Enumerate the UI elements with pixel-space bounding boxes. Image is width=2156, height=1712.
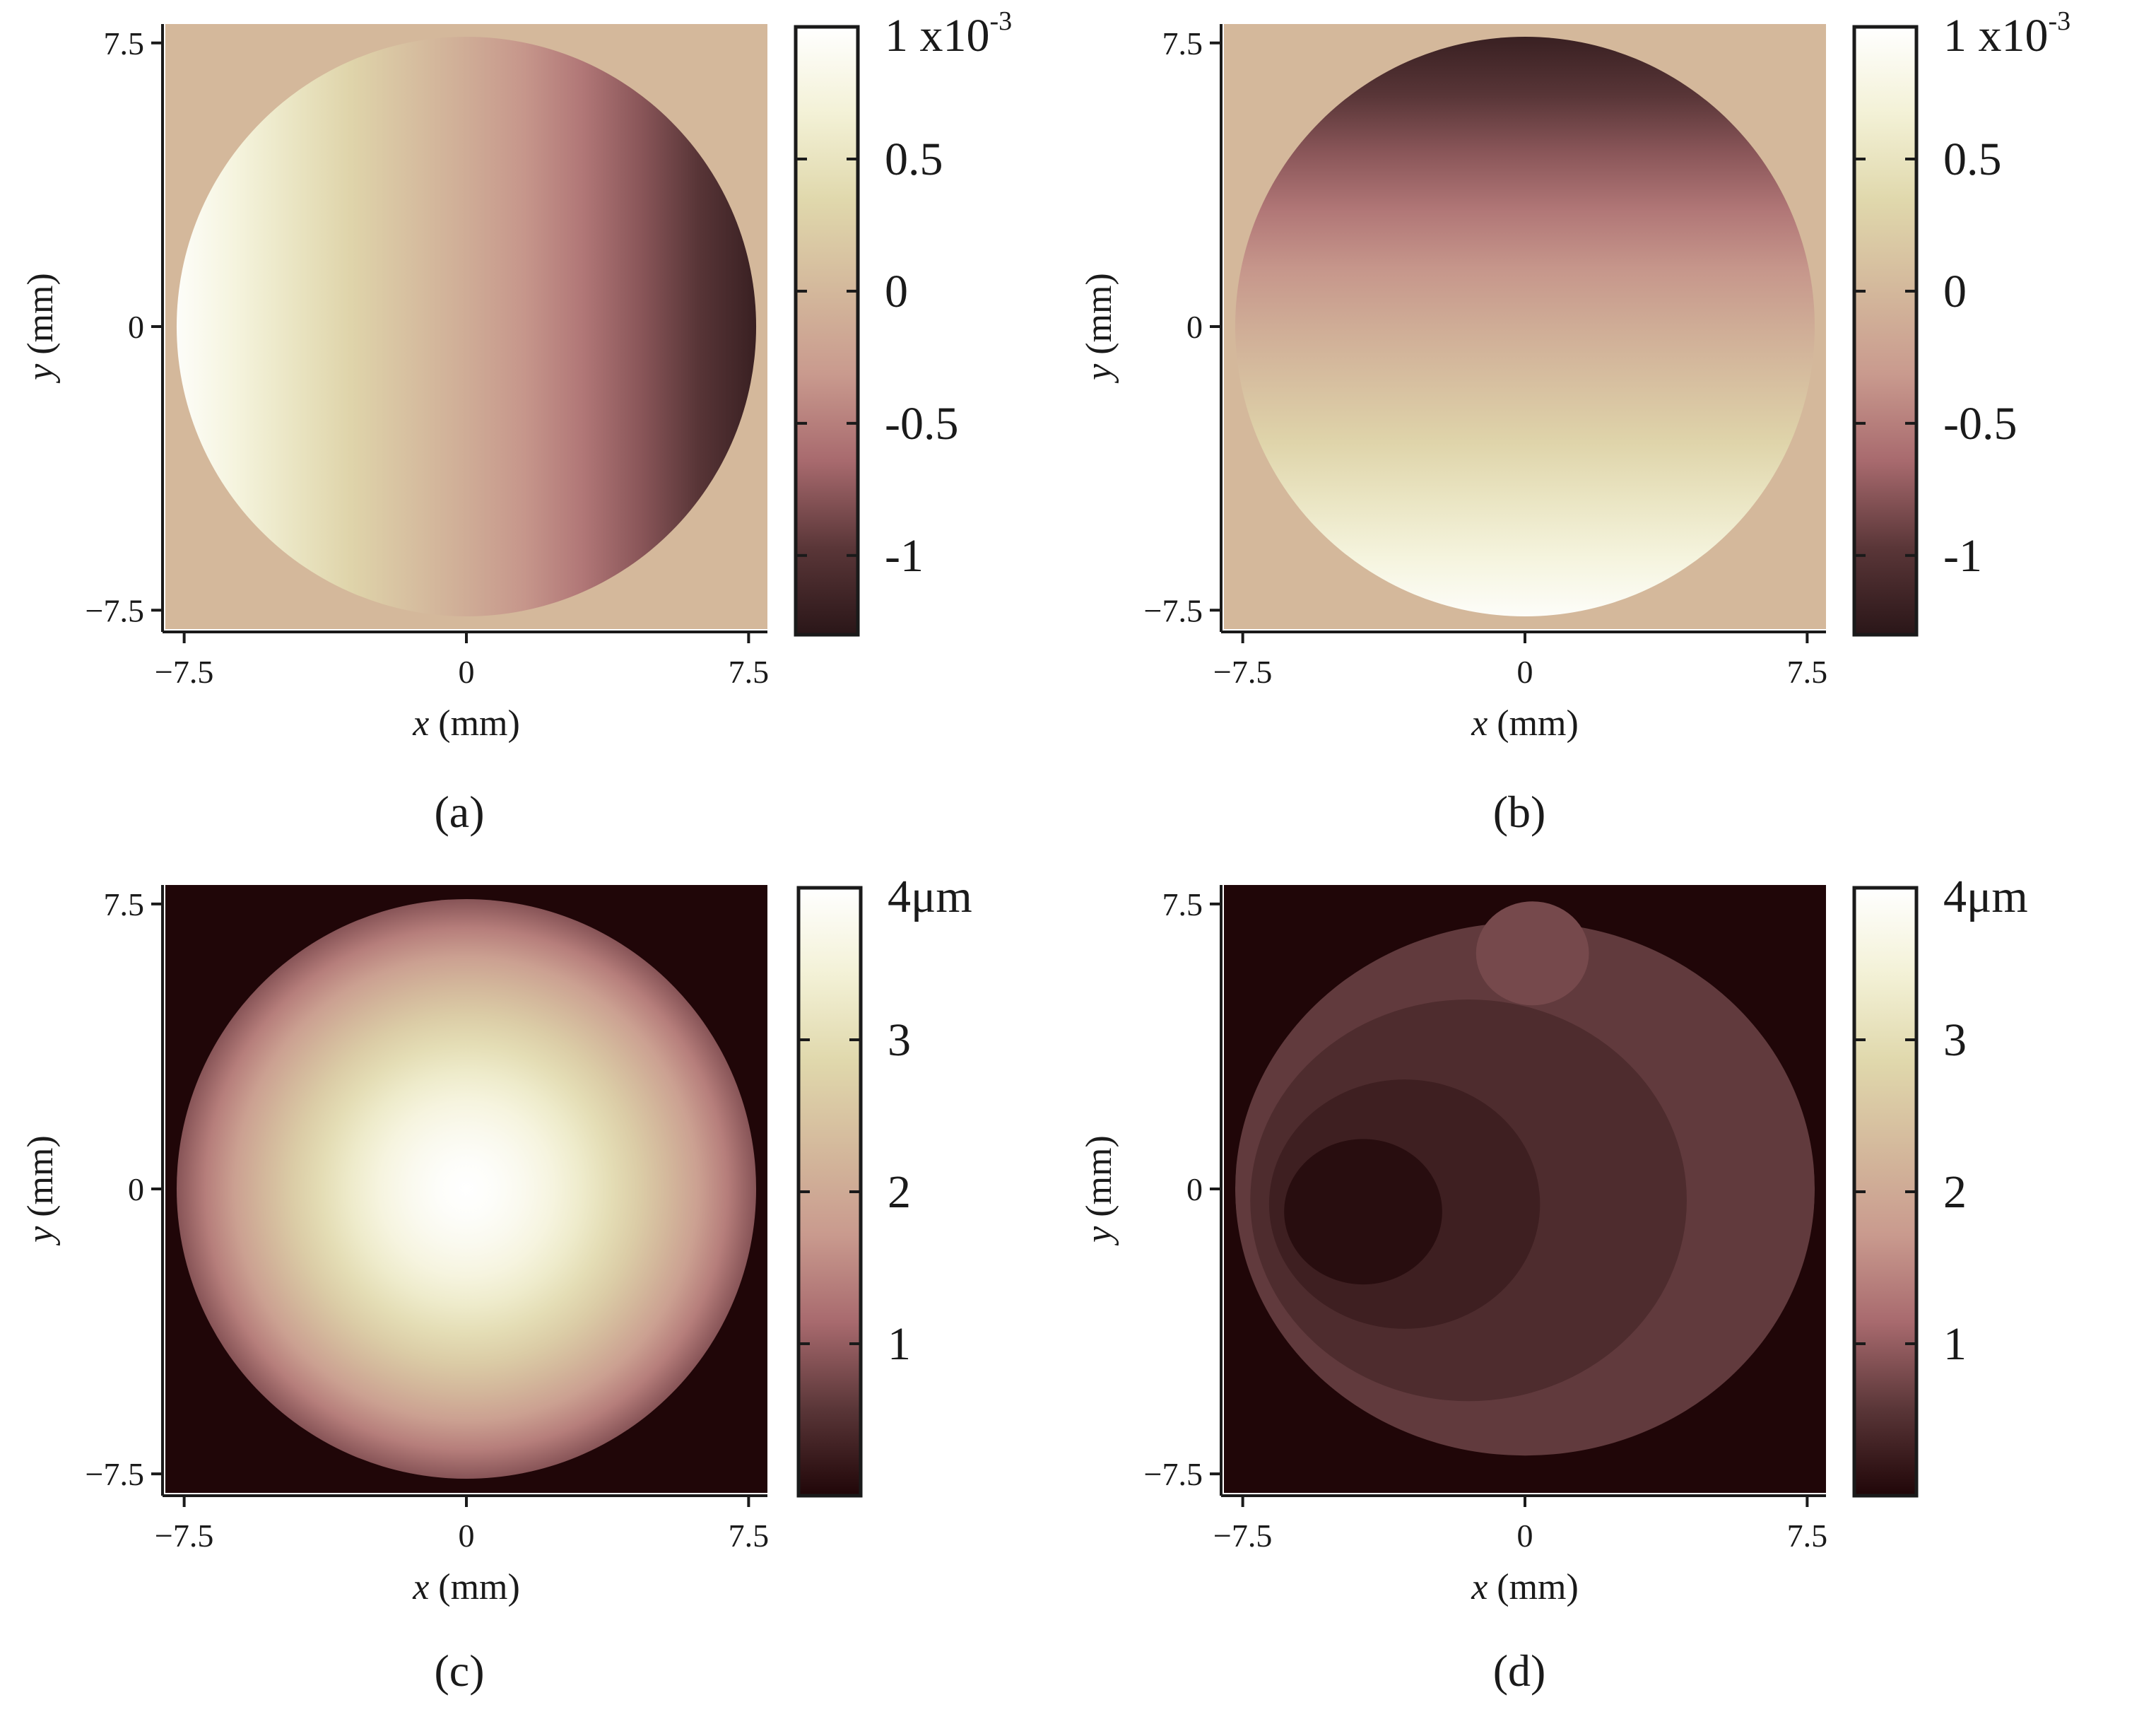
colorbar-tick-label: 0.5 <box>1943 134 2002 185</box>
colorbar-tick-label: 1 <box>1943 1318 1967 1370</box>
x-tick-label: 7.5 <box>729 654 770 690</box>
colorbar-tick-label: 0.5 <box>885 134 943 185</box>
x-tick-label: −7.5 <box>155 1518 213 1554</box>
colorbar: 4μm 3 2 1 <box>1852 871 2028 1498</box>
colorbar-tick-label: 3 <box>1943 1014 1967 1066</box>
colorbar: 1 x10-3 0.5 0 -0.5 -1 <box>794 6 1012 637</box>
y-axis-label: y (mm) <box>1079 273 1119 384</box>
colorbar-tick-label: 0 <box>885 266 908 317</box>
x-axis-label: x (mm) <box>1471 1567 1579 1607</box>
y-tick-label: 0 <box>128 309 144 345</box>
colorbar-tick-label: 0 <box>1943 266 1967 317</box>
colorbar-tick-label: 3 <box>888 1014 911 1066</box>
colorbar-tick-label: 4μm <box>1943 871 2028 922</box>
colorbar-tick-label: 1 x10-3 <box>1943 6 2070 61</box>
x-tick-label: 0 <box>459 654 475 690</box>
colorbar-frame <box>1852 25 1919 637</box>
colorbar-tick-label: -0.5 <box>1943 398 2017 450</box>
colorbar-tick-label: 2 <box>888 1166 911 1218</box>
y-tick-label: 0 <box>128 1171 144 1207</box>
x-tick-label: 0 <box>1517 1518 1533 1554</box>
colorbar-tick-label: 1 <box>888 1318 911 1370</box>
x-tick-label: −7.5 <box>1213 654 1272 690</box>
heatmap-field <box>1235 901 1815 1456</box>
colorbar: 1 x10-3 0.5 0 -0.5 -1 <box>1852 6 2070 637</box>
panel-label: (a) <box>434 787 484 837</box>
colorbar-tick-label: -1 <box>1943 530 1982 582</box>
panel-4: −7.5 0 7.5 7.5 0 −7.5 x (mm) y (mm) 4μm 3 2 1 (d) <box>1079 871 2028 1696</box>
x-tick-label: 0 <box>1517 654 1533 690</box>
y-tick-label: 0 <box>1186 309 1203 345</box>
y-tick-label: −7.5 <box>86 592 144 628</box>
colorbar-tick-label: 1 x10-3 <box>885 6 1012 61</box>
colorbar-tick-label: 2 <box>1943 1166 1967 1218</box>
colorbar-tick-label: 4μm <box>888 871 972 922</box>
colorbar-tick-label: -0.5 <box>885 398 958 450</box>
colorbar-gradient <box>796 27 858 635</box>
colorbar-gradient <box>1854 27 1916 635</box>
y-tick-label: −7.5 <box>86 1456 144 1492</box>
heatmap-field <box>1235 36 1815 617</box>
y-tick-label: −7.5 <box>1144 1456 1203 1492</box>
colorbar-frame <box>794 25 860 637</box>
contour-level <box>1284 1139 1442 1285</box>
heatmap-field <box>176 36 757 617</box>
y-axis-label: y (mm) <box>20 273 61 384</box>
colorbar-tick-label: -1 <box>885 530 924 582</box>
colorbar: 4μm 3 2 1 <box>796 871 972 1498</box>
y-axis-label: y (mm) <box>20 1135 61 1246</box>
heatmap-field <box>176 898 757 1479</box>
y-tick-label: 7.5 <box>104 886 145 922</box>
contour-level <box>1475 901 1589 1006</box>
x-axis-label: x (mm) <box>412 703 520 744</box>
x-tick-label: 0 <box>459 1518 475 1554</box>
panel-label: (c) <box>434 1646 484 1696</box>
y-tick-label: 0 <box>1186 1171 1203 1207</box>
panel-2: −7.5 0 7.5 7.5 0 −7.5 x (mm) y (mm) 1 x10-3 0.5 0 -… <box>1079 6 2070 837</box>
panel-3: −7.5 0 7.5 7.5 0 −7.5 x (mm) y (mm) 4μm 3 2 1 (c) <box>20 871 972 1696</box>
x-tick-label: −7.5 <box>155 654 213 690</box>
y-tick-label: 7.5 <box>1162 886 1203 922</box>
x-tick-label: 7.5 <box>729 1518 770 1554</box>
x-tick-label: 7.5 <box>1787 654 1828 690</box>
panel-1: −7.5 0 7.5 7.5 0 −7.5 x (mm) y (mm) 1 x10-3 0.5 0 -… <box>20 6 1012 837</box>
y-tick-label: 7.5 <box>104 25 145 61</box>
x-tick-label: 7.5 <box>1787 1518 1828 1554</box>
panel-label: (d) <box>1493 1646 1546 1696</box>
x-axis-label: x (mm) <box>412 1567 520 1607</box>
y-tick-label: 7.5 <box>1162 25 1203 61</box>
y-tick-label: −7.5 <box>1144 592 1203 628</box>
x-tick-label: −7.5 <box>1213 1518 1272 1554</box>
panel-label: (b) <box>1493 787 1546 837</box>
x-axis-label: x (mm) <box>1471 703 1579 744</box>
y-axis-label: y (mm) <box>1079 1135 1119 1246</box>
